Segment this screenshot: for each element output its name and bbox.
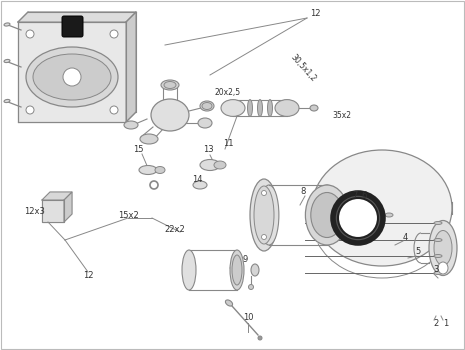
- Ellipse shape: [151, 99, 189, 131]
- Ellipse shape: [164, 82, 176, 89]
- Polygon shape: [42, 192, 72, 200]
- Ellipse shape: [230, 250, 244, 290]
- Ellipse shape: [193, 181, 207, 189]
- FancyBboxPatch shape: [62, 16, 83, 37]
- Ellipse shape: [317, 185, 337, 245]
- Polygon shape: [18, 12, 136, 22]
- Ellipse shape: [434, 254, 442, 258]
- Ellipse shape: [311, 193, 343, 238]
- Ellipse shape: [140, 134, 158, 144]
- Text: 35x2: 35x2: [332, 112, 352, 120]
- Ellipse shape: [310, 105, 318, 111]
- Text: 12: 12: [83, 271, 93, 280]
- Text: 12x3: 12x3: [25, 208, 46, 217]
- Ellipse shape: [139, 166, 157, 175]
- Ellipse shape: [248, 285, 253, 289]
- Text: 5: 5: [415, 247, 421, 257]
- Text: 22x2: 22x2: [165, 225, 186, 234]
- Ellipse shape: [267, 100, 272, 117]
- Text: 30,5x1,2: 30,5x1,2: [288, 52, 318, 83]
- Ellipse shape: [198, 118, 212, 128]
- Ellipse shape: [124, 121, 138, 129]
- Ellipse shape: [33, 54, 111, 100]
- Text: 6: 6: [361, 191, 367, 201]
- Polygon shape: [42, 200, 64, 222]
- Ellipse shape: [200, 160, 220, 170]
- Polygon shape: [18, 22, 126, 122]
- Text: 20x2,5: 20x2,5: [215, 89, 241, 98]
- Ellipse shape: [182, 250, 196, 290]
- Polygon shape: [64, 192, 72, 222]
- Text: 15x2: 15x2: [118, 210, 139, 219]
- Ellipse shape: [232, 255, 242, 285]
- Text: 11: 11: [223, 140, 233, 148]
- Ellipse shape: [306, 185, 349, 245]
- Ellipse shape: [275, 100, 299, 117]
- Text: 7: 7: [352, 191, 358, 201]
- Ellipse shape: [110, 106, 118, 114]
- Ellipse shape: [161, 80, 179, 90]
- Text: 1: 1: [443, 318, 449, 328]
- Ellipse shape: [312, 150, 452, 266]
- Ellipse shape: [338, 198, 378, 238]
- Text: 10: 10: [243, 314, 253, 322]
- Text: 9: 9: [242, 256, 248, 265]
- Ellipse shape: [26, 30, 34, 38]
- Ellipse shape: [26, 47, 118, 107]
- Ellipse shape: [155, 167, 165, 174]
- Text: 8: 8: [300, 188, 306, 196]
- Ellipse shape: [254, 186, 274, 244]
- Text: 13: 13: [203, 146, 213, 154]
- Ellipse shape: [259, 185, 279, 245]
- Ellipse shape: [385, 213, 393, 217]
- Text: 15: 15: [133, 145, 143, 154]
- Ellipse shape: [261, 190, 266, 196]
- Ellipse shape: [251, 264, 259, 276]
- Ellipse shape: [63, 68, 81, 86]
- Ellipse shape: [258, 336, 262, 340]
- Ellipse shape: [258, 100, 263, 117]
- Ellipse shape: [434, 238, 442, 242]
- Ellipse shape: [333, 193, 383, 243]
- Text: 14: 14: [192, 175, 202, 184]
- Polygon shape: [126, 12, 136, 122]
- Text: 4: 4: [402, 233, 408, 243]
- Ellipse shape: [221, 100, 245, 117]
- Ellipse shape: [4, 23, 10, 26]
- Ellipse shape: [202, 103, 212, 110]
- Text: 3: 3: [433, 266, 438, 274]
- Ellipse shape: [247, 100, 252, 117]
- Ellipse shape: [4, 99, 10, 103]
- Text: 12: 12: [310, 9, 320, 19]
- Ellipse shape: [214, 161, 226, 169]
- Ellipse shape: [434, 222, 442, 224]
- Ellipse shape: [434, 272, 442, 274]
- Ellipse shape: [250, 179, 278, 251]
- Ellipse shape: [261, 234, 266, 239]
- Text: 2: 2: [433, 318, 438, 328]
- Ellipse shape: [110, 30, 118, 38]
- Ellipse shape: [4, 60, 10, 63]
- Ellipse shape: [429, 220, 457, 275]
- Ellipse shape: [226, 300, 232, 306]
- Ellipse shape: [438, 262, 448, 274]
- Ellipse shape: [434, 231, 452, 266]
- Ellipse shape: [26, 106, 34, 114]
- Ellipse shape: [200, 101, 214, 111]
